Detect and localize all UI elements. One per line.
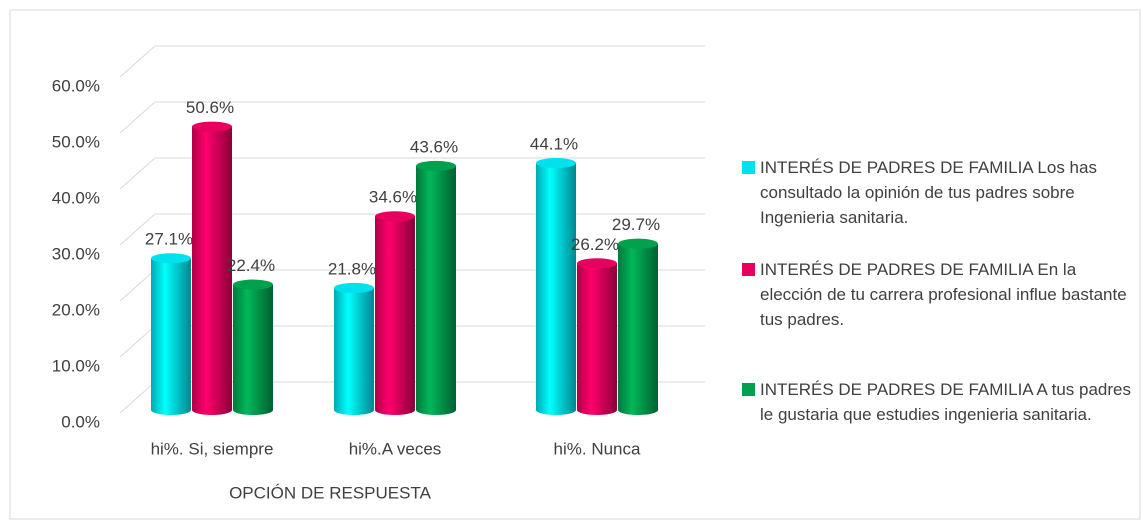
- x-tick-label: hi%. Nunca: [554, 439, 641, 458]
- data-label: 34.6%: [369, 188, 417, 207]
- legend-swatch: [742, 161, 755, 174]
- bar: [334, 287, 374, 410]
- bar: [618, 243, 658, 410]
- bar-top: [334, 282, 374, 293]
- data-label: 44.1%: [530, 135, 578, 154]
- y-tick-label: 30.0%: [52, 244, 100, 263]
- data-label: 22.4%: [227, 256, 275, 275]
- legend-swatch: [742, 263, 755, 276]
- y-tick-label: 60.0%: [52, 76, 100, 95]
- chart-border: [9, 9, 1141, 520]
- x-tick-label: hi%.A veces: [349, 439, 442, 458]
- x-axis-label: OPCIÓN DE RESPUESTA: [229, 483, 431, 502]
- x-tick-label: hi%. Si, siempre: [151, 439, 274, 458]
- data-label: 29.7%: [612, 215, 660, 234]
- legend-swatch: [742, 383, 755, 396]
- bar: [192, 126, 232, 410]
- grid-line: [119, 45, 705, 78]
- bar-top: [416, 160, 456, 171]
- data-label: 43.6%: [410, 137, 458, 156]
- y-tick-label: 0.0%: [61, 412, 100, 431]
- bar-top: [375, 211, 415, 222]
- bar: [536, 163, 576, 410]
- y-tick-label: 40.0%: [52, 188, 100, 207]
- legend-text: INTERÉS DE PADRES DE FAMILIA Los has con…: [760, 158, 1097, 227]
- bar: [577, 263, 617, 410]
- data-label: 50.6%: [186, 98, 234, 117]
- y-tick-label: 20.0%: [52, 300, 100, 319]
- bar: [375, 216, 415, 410]
- grid-line: [119, 213, 705, 246]
- legend-text: INTERÉS DE PADRES DE FAMILIA En la elecc…: [760, 260, 1127, 329]
- data-label: 27.1%: [145, 230, 193, 249]
- legend-item: INTERÉS DE PADRES DE FAMILIA En la elecc…: [742, 257, 1140, 332]
- bar-top: [151, 253, 191, 264]
- bar-top: [233, 279, 273, 290]
- grid-line: [119, 157, 705, 190]
- bar: [416, 165, 456, 410]
- legend-item: INTERÉS DE PADRES DE FAMILIA Los has con…: [742, 155, 1140, 230]
- y-tick-label: 50.0%: [52, 132, 100, 151]
- bar-top: [192, 121, 232, 132]
- bar-top: [618, 238, 658, 249]
- data-label: 26.2%: [571, 235, 619, 254]
- data-label: 21.8%: [328, 259, 376, 278]
- bar: [233, 284, 273, 410]
- grid-line: [119, 101, 705, 134]
- bar-top: [536, 158, 576, 169]
- legend-item: INTERÉS DE PADRES DE FAMILIA A tus padre…: [742, 377, 1140, 427]
- bar: [151, 258, 191, 410]
- legend-text: INTERÉS DE PADRES DE FAMILIA A tus padre…: [760, 380, 1131, 424]
- bar-top: [577, 258, 617, 269]
- y-tick-label: 10.0%: [52, 356, 100, 375]
